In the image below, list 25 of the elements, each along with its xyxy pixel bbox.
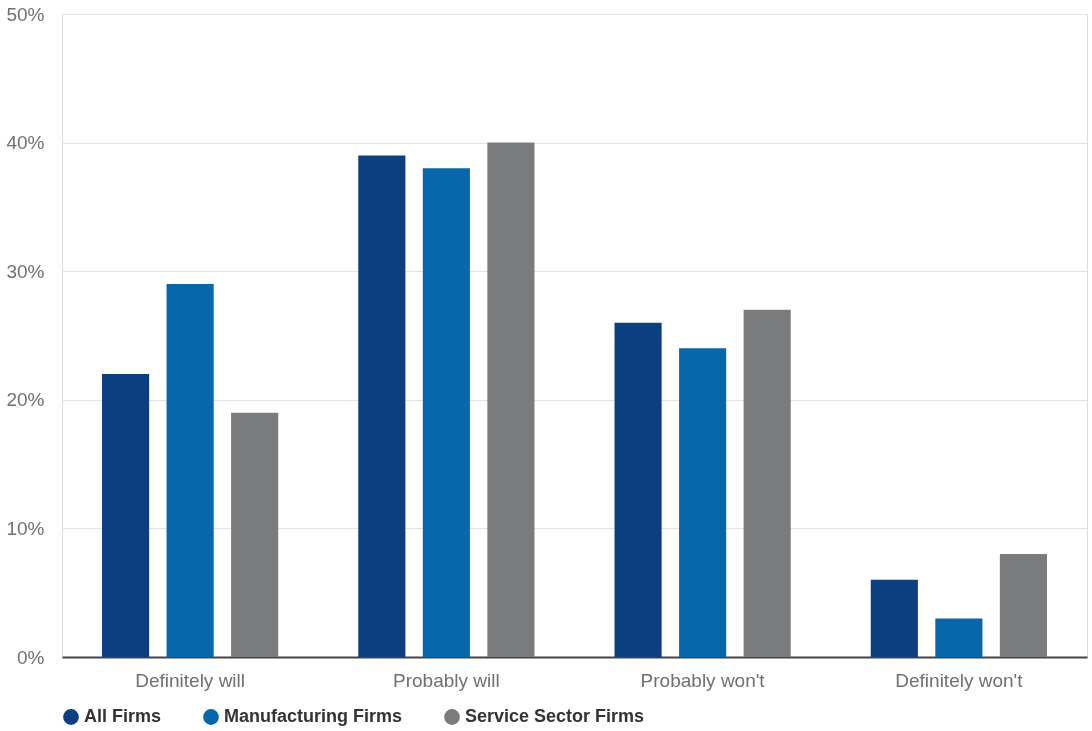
- bar: [102, 374, 150, 657]
- bar: [743, 309, 791, 657]
- x-tick-label: Definitely will: [135, 669, 246, 691]
- x-tick-label: Definitely won't: [895, 669, 1024, 691]
- legend-label: All Firms: [84, 706, 162, 726]
- bar: [358, 155, 406, 657]
- bar: [935, 618, 983, 657]
- bar: [166, 284, 214, 657]
- y-tick-label: 0%: [17, 646, 45, 668]
- bar: [679, 348, 727, 657]
- bar: [231, 412, 279, 657]
- bar: [870, 579, 918, 657]
- y-tick-label: 40%: [6, 132, 45, 154]
- y-tick-label: 30%: [6, 260, 45, 282]
- bar: [999, 554, 1047, 657]
- legend-label: Manufacturing Firms: [224, 706, 403, 726]
- x-tick-label: Probably won't: [640, 669, 766, 691]
- bar: [614, 322, 662, 657]
- y-tick-label: 20%: [6, 389, 45, 411]
- bar: [422, 168, 470, 657]
- x-tick-label: Probably will: [393, 669, 500, 691]
- y-tick-label: 10%: [6, 517, 45, 539]
- bar: [487, 142, 535, 657]
- y-tick-label: 50%: [6, 3, 45, 25]
- legend-label: Service Sector Firms: [465, 706, 645, 726]
